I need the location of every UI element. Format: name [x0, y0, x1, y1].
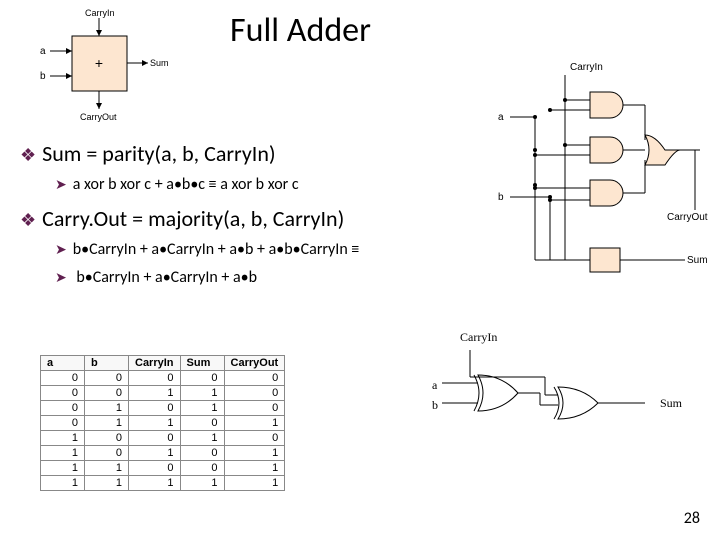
table-row: 10010: [41, 431, 285, 446]
table-header: CarryIn: [129, 356, 181, 371]
slide-title: Full Adder: [230, 10, 371, 51]
bullet-cout: Carry.Out = majority(a, b, CarryIn): [20, 205, 344, 232]
svg-text:Sum: Sum: [687, 255, 708, 266]
svg-text:b: b: [40, 71, 46, 82]
table-row: 01010: [41, 401, 285, 416]
svg-text:CarryOut: CarryOut: [667, 212, 708, 223]
bullet-sum: Sum = parity(a, b, CarryIn): [20, 140, 276, 167]
table-header: CarryOut: [224, 356, 285, 371]
bullet-sum-sub: a xor b xor c + a•b•c ≡ a xor b xor c: [55, 175, 299, 194]
table-header: b: [85, 356, 129, 371]
svg-text:a: a: [498, 112, 504, 123]
table-row: 11111: [41, 476, 285, 491]
table-row: 01101: [41, 416, 285, 431]
svg-text:Sum: Sum: [150, 58, 169, 68]
table-header: Sum: [180, 356, 224, 371]
svg-text:CarryIn: CarryIn: [570, 62, 603, 73]
svg-text:a: a: [40, 46, 46, 57]
table-header: a: [41, 356, 85, 371]
svg-text:CarryIn: CarryIn: [85, 8, 115, 18]
table-row: 10101: [41, 446, 285, 461]
xor-cin-label: CarryIn: [460, 330, 497, 345]
svg-text:CarryOut: CarryOut: [80, 112, 117, 122]
bullet-cout-sub2: b•CarryIn + a•CarryIn + a•b: [55, 268, 257, 287]
table-row: 00000: [41, 371, 285, 386]
truth-table: abCarryInSumCarryOut 0000000110010100110…: [40, 355, 285, 491]
block-diagram: + CarryIn a b Sum CarryOut: [30, 6, 180, 126]
page-number: 28: [684, 509, 700, 528]
bullet-cout-sub1: b•CarryIn + a•CarryIn + a•b + a•b•CarryI…: [55, 240, 359, 259]
table-row: 11001: [41, 461, 285, 476]
xor-sum-label: Sum: [660, 396, 682, 411]
xor-diagram: [430, 345, 650, 465]
table-row: 00110: [41, 386, 285, 401]
plus-symbol: +: [95, 55, 103, 71]
gate-circuit: CarryIn a b Sum CarryOut: [495, 60, 710, 290]
svg-text:b: b: [498, 192, 504, 203]
